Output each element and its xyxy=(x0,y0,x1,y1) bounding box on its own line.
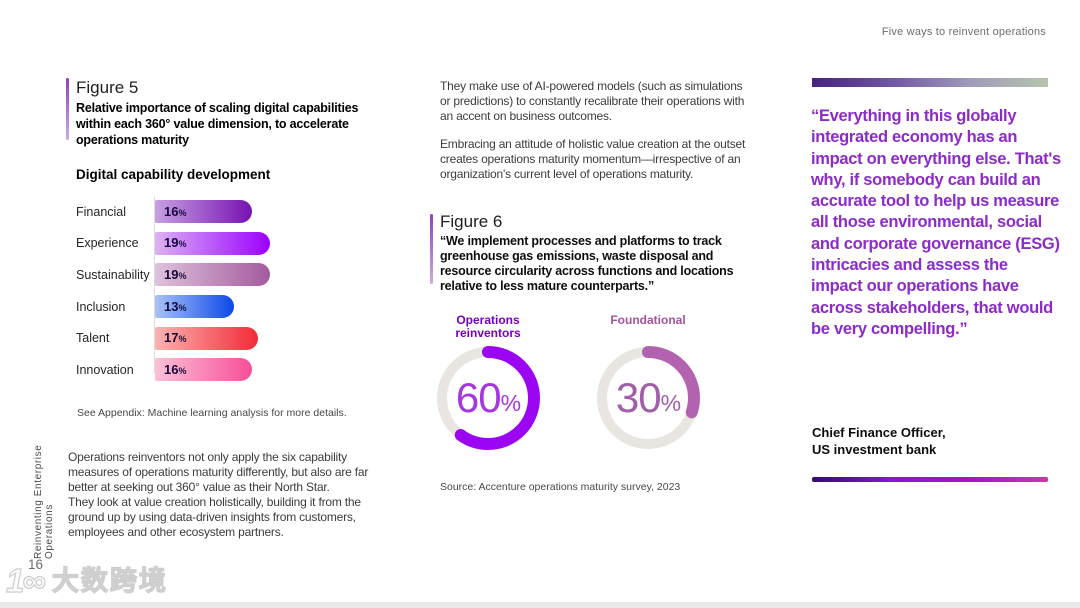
bar-value-label: 16% xyxy=(164,361,187,377)
sidebar-vertical-title: Reinventing Enterprise Operations xyxy=(33,444,55,559)
bar: 16% xyxy=(155,200,252,224)
middle-paragraph-2: Embracing an attitude of holistic value … xyxy=(440,137,746,181)
quote-attribution: Chief Finance Officer, US investment ban… xyxy=(812,425,946,457)
appendix-note: See Appendix: Machine learning analysis … xyxy=(77,407,347,419)
bar-row: Sustainability 19% xyxy=(76,259,270,291)
donut-ring: 30% xyxy=(594,344,702,452)
bar-chart-heading: Digital capability development xyxy=(76,167,271,182)
figure5-title: Relative importance of scaling digital c… xyxy=(76,101,359,147)
bar-row: Inclusion 13% xyxy=(76,291,270,323)
bar-row: Financial 16% xyxy=(76,196,270,228)
donut-chart: Foundational 30% xyxy=(594,314,702,452)
bar: 13% xyxy=(155,295,234,319)
bar-category-label: Inclusion xyxy=(76,299,126,314)
bar-value-label: 13% xyxy=(164,298,187,314)
bar-value-label: 17% xyxy=(164,330,187,346)
page-bottom-edge xyxy=(0,602,1080,608)
bar-value-label: 16% xyxy=(164,203,187,219)
bar: 16% xyxy=(155,358,252,382)
bar-category-label: Financial xyxy=(76,204,127,219)
watermark: 1∞ 大数跨境 xyxy=(5,562,168,599)
bar-value-label: 19% xyxy=(164,235,187,251)
donut-ring: 60% xyxy=(434,344,542,452)
figure5-accent-line xyxy=(66,78,69,140)
source-note: Source: Accenture operations maturity su… xyxy=(440,481,681,493)
middle-paragraph-1: They make use of AI-powered models (such… xyxy=(440,79,745,123)
bar-category-label: Experience xyxy=(76,236,139,251)
bar-category-label: Innovation xyxy=(76,362,134,377)
pull-quote: “Everything in this globally integrated … xyxy=(811,107,1061,338)
figure6-accent-line xyxy=(430,214,433,284)
bar-row: Experience 19% xyxy=(76,228,270,260)
bar-row: Talent 17% xyxy=(76,322,270,354)
figure6-label: Figure 6 xyxy=(440,212,503,231)
bar-category-label: Sustainability xyxy=(76,267,150,282)
running-header: Five ways to reinvent operations xyxy=(881,26,1046,38)
bar-chart-axis xyxy=(154,197,155,373)
figure5-label: Figure 5 xyxy=(76,78,139,97)
figure6-title-quote: “We implement processes and platforms to… xyxy=(440,234,734,293)
donut-value: 30% xyxy=(615,374,681,421)
left-paragraph: Operations reinventors not only apply th… xyxy=(68,450,369,539)
bar-row: Innovation 16% xyxy=(76,354,270,386)
top-gradient-bar xyxy=(812,78,1048,87)
watermark-logo-icon: 1∞ xyxy=(5,562,46,599)
bar-category-label: Talent xyxy=(76,331,110,346)
donut-chart: Operations reinventors 60% xyxy=(434,314,542,452)
bar: 19% xyxy=(155,231,270,255)
bar: 19% xyxy=(155,263,270,287)
bar: 17% xyxy=(155,326,258,350)
donut-value: 60% xyxy=(455,374,521,421)
donut-label: Foundational xyxy=(610,313,686,327)
bar-value-label: 19% xyxy=(164,266,187,282)
donut-label: Operations reinventors xyxy=(455,313,521,340)
bar-chart: Financial 16% Experience 19% Sustainability 1… xyxy=(76,196,270,386)
bottom-gradient-bar xyxy=(812,477,1048,482)
page-number: 16 xyxy=(28,557,44,572)
watermark-text: 大数跨境 xyxy=(51,565,168,596)
